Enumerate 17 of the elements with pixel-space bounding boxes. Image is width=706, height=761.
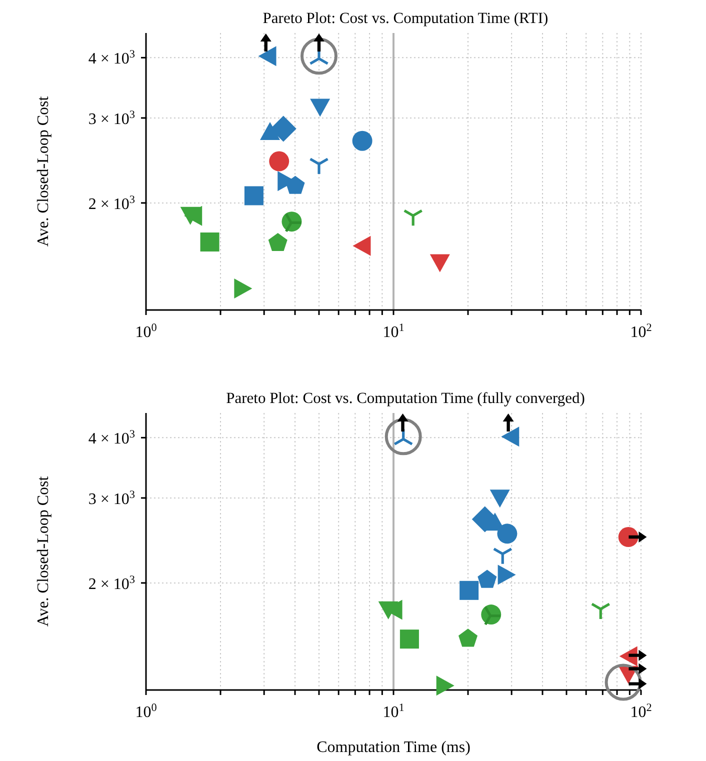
- x-axis-title: Computation Time (ms): [316, 739, 470, 756]
- chart-title: Pareto Plot: Cost vs. Computation Time (RTI): [262, 9, 550, 29]
- x-tick-label: 10$^{2}$: [630, 322, 652, 341]
- y-tick-label: 4 × 10$^{3}$: [88, 428, 136, 448]
- y-tick-label: 3 × 10$^{3}$: [88, 108, 136, 128]
- y-axis-title: Ave. Closed-Loop Cost: [35, 96, 52, 247]
- x-tick-label: 10$^{0}$: [135, 322, 158, 341]
- y-tick-label: 3 × 10$^{3}$: [88, 488, 136, 508]
- y-axis-title: Ave. Closed-Loop Cost: [35, 476, 52, 627]
- x-tick-label: 10$^{1}$: [382, 322, 404, 341]
- x-tick-label: 10$^{0}$: [135, 702, 158, 721]
- y-tick-label: 2 × 10$^{3}$: [88, 194, 136, 213]
- y-tick-label: 2 × 10$^{3}$: [88, 574, 136, 593]
- x-tick-label: 10$^{2}$: [630, 702, 652, 721]
- chart-title: Pareto Plot: Cost vs. Computation Time (fully converged): [225, 389, 586, 409]
- y-tick-label: 4 × 10$^{3}$: [88, 48, 136, 68]
- x-tick-label: 10$^{1}$: [382, 702, 404, 721]
